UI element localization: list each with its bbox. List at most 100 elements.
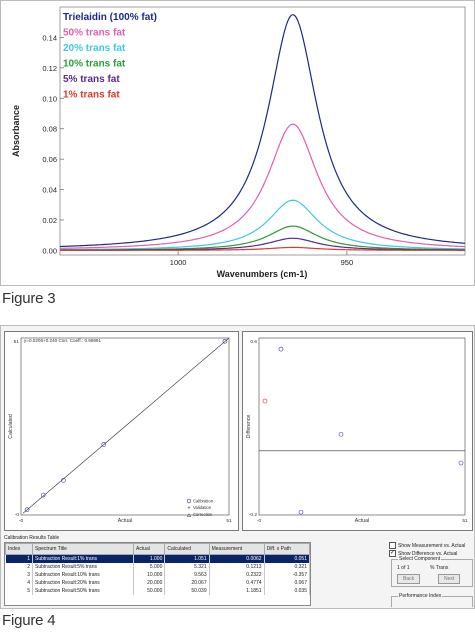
- cell-spectrum-title: Subtraction Result:20% trans: [32, 579, 134, 587]
- legend-validation-marker: +: [188, 506, 191, 512]
- difference-plot-area: [258, 337, 466, 516]
- table-row[interactable]: 2 Subtraction Result:5% trans 5.000 5.32…: [5, 563, 310, 571]
- cell-diff: 0.067: [264, 579, 310, 587]
- y-tick-label: 0.14: [42, 33, 57, 42]
- cell-index: 5: [5, 587, 33, 595]
- figure3-spectrum-chart: 0.00 0.02 0.04 0.06 0.08 0.10 0.12 0.14 1000 950…: [11, 6, 466, 279]
- component-count: 1 of 1: [397, 565, 410, 571]
- figure3-panel: 0.00 0.02 0.04 0.06 0.08 0.10 0.12 0.14 1000 950…: [0, 0, 475, 286]
- spectrum-line: [59, 123, 466, 249]
- calibration-point: [61, 478, 66, 483]
- select-component-group: Select Component 1 of 1 % Trans Back Nex…: [391, 556, 473, 587]
- legend-entry: Trielaidin (100% fat): [63, 12, 157, 23]
- performance-index-label: Performance Index: [398, 593, 443, 599]
- difference-plot-panel: 0.6 -0.2 -0 51 Actual Difference: [242, 331, 473, 531]
- cell-calculated: 20.067: [164, 579, 210, 587]
- cell-measurement: 0.4774: [209, 579, 265, 587]
- calibration-plot-panel: y=0.0206+0.240 Corr. Coeff.: 0.99991 -0 5…: [4, 331, 239, 531]
- x-tick-label: 51: [462, 518, 468, 524]
- show-difference-option[interactable]: Show Difference vs. Actual: [389, 550, 473, 558]
- cell-spectrum-title: Subtraction Result:1% trans: [32, 554, 134, 563]
- show-measurement-checkbox[interactable]: [389, 542, 396, 549]
- cell-index: 3: [5, 571, 33, 579]
- legend-correction-marker: [186, 513, 192, 517]
- show-measurement-option[interactable]: Show Measurement vs. Actual: [389, 542, 473, 550]
- y-tick-label: 0.12: [42, 64, 57, 73]
- cell-diff: -0.357: [264, 571, 310, 579]
- cell-spectrum-title: Subtraction Result:5% trans: [32, 563, 134, 571]
- cell-calculated: 1.051: [164, 554, 210, 563]
- cell-spectrum-title: Subtraction Result:50% trans: [32, 587, 134, 595]
- component-name: % Trans: [430, 565, 449, 571]
- cell-diff: 0.051: [264, 554, 310, 563]
- cell-diff: 0.321: [264, 563, 310, 571]
- cell-index: 2: [5, 563, 33, 571]
- col-index[interactable]: Index: [5, 543, 33, 555]
- figure3-y-axis-label: Absorbance: [11, 105, 21, 157]
- table-row[interactable]: 3 Subtraction Result:10% trans 10.000 9.…: [5, 571, 310, 579]
- performance-index-group: Performance Index: [391, 593, 473, 607]
- calibration-table: Index Spectrum Title Actual Calculated M…: [5, 543, 310, 595]
- legend-correction-label: Correction: [193, 512, 213, 517]
- cell-actual: 1.000: [133, 554, 166, 563]
- legend-calibration-label: Calibration: [193, 499, 214, 504]
- figure3-x-axis-label: Wavenumbers (cm-1): [217, 269, 308, 279]
- x-axis-label: Actual: [355, 518, 369, 524]
- difference-point: [278, 346, 284, 352]
- fit-line: [22, 337, 230, 514]
- y-tick-label: 0.10: [42, 94, 57, 103]
- x-tick-label: -0: [257, 518, 262, 524]
- col-spectrum-title[interactable]: Spectrum Title: [32, 543, 134, 555]
- table-header-row: Index Spectrum Title Actual Calculated M…: [5, 543, 310, 555]
- spectrum-line: [59, 13, 466, 248]
- legend-validation-label: Validation: [193, 505, 212, 510]
- difference-scatter-chart: 0.6 -0.2-0 51 Actual Difference: [246, 337, 468, 524]
- spectrum-line: [60, 246, 465, 251]
- y-tick-label: 0.00: [42, 246, 57, 255]
- cell-calculated: 5.321: [164, 563, 210, 571]
- table-row[interactable]: 4 Subtraction Result:20% trans 20.000 20…: [5, 579, 310, 587]
- cell-measurement: 0.1213: [209, 563, 265, 571]
- y-axis-label: Difference: [246, 415, 252, 439]
- x-axis-label: Actual: [118, 518, 132, 524]
- cell-measurement: 0.2322: [209, 571, 265, 579]
- calibration-results-table[interactable]: Index Spectrum Title Actual Calculated M…: [4, 542, 311, 606]
- table-row[interactable]: 1 Subtraction Result:1% trans 1.000 1.05…: [5, 554, 310, 563]
- cell-index: 1: [5, 554, 33, 563]
- spectrum-line: [59, 199, 466, 251]
- select-component-label: Select Component: [398, 556, 442, 562]
- y-tick-label: 0.6: [250, 339, 257, 345]
- x-tick-label: 1000: [170, 258, 187, 267]
- y-tick-label: 0.02: [42, 216, 57, 225]
- legend-entry: 50% trans fat: [63, 28, 126, 39]
- cell-index: 4: [5, 579, 33, 587]
- back-button[interactable]: Back: [397, 574, 421, 584]
- col-calculated[interactable]: Calculated: [164, 543, 210, 555]
- calibration-point: [24, 507, 30, 512]
- col-diff-path[interactable]: Diff. x Path: [263, 543, 310, 555]
- y-tick-label: 0.06: [42, 155, 57, 164]
- cell-actual: 50.000: [133, 587, 166, 595]
- y-tick-label: 51: [14, 339, 20, 345]
- legend-entry: 10% trans fat: [63, 59, 126, 70]
- difference-point: [262, 398, 268, 404]
- calibration-legend: Calibration + Validation Correction: [186, 499, 214, 517]
- show-difference-checkbox[interactable]: [389, 550, 396, 557]
- legend-entry: 5% trans fat: [63, 74, 120, 85]
- x-tick-label: -0: [19, 518, 24, 524]
- calibration-point: [101, 442, 107, 447]
- y-axis-label: Calculated: [8, 414, 14, 439]
- next-button[interactable]: Next: [438, 574, 461, 584]
- col-actual[interactable]: Actual: [132, 543, 166, 555]
- calibration-scatter-chart: y=0.0206+0.240 Corr. Coeff.: 0.99991 -0 5…: [8, 337, 232, 524]
- x-tick-label: 51: [226, 518, 232, 524]
- y-tick-label: 0.08: [42, 125, 57, 134]
- y-tick-label: -0.2: [249, 512, 258, 518]
- col-measurement[interactable]: Measurement: [208, 543, 265, 555]
- cell-measurement: 1.1851: [209, 587, 265, 595]
- cell-diff: 0.035: [264, 587, 310, 595]
- figure4-caption: Figure 4: [2, 612, 56, 629]
- cell-spectrum-title: Subtraction Result:10% trans: [32, 571, 134, 579]
- show-difference-label: Show Difference vs. Actual: [398, 550, 458, 557]
- table-row[interactable]: 5 Subtraction Result:50% trans 50.000 50…: [5, 587, 310, 595]
